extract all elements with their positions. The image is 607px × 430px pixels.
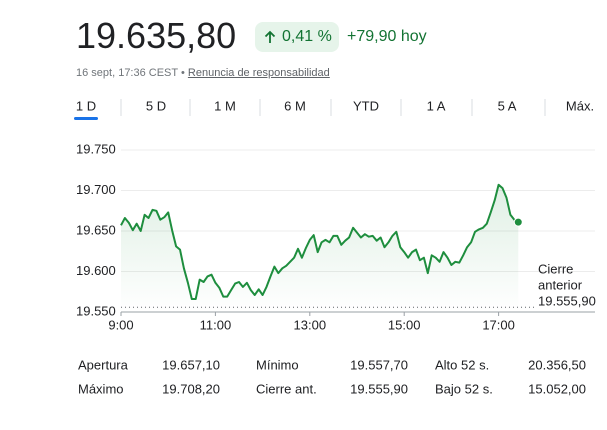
y-tick-label: 19.750 [76, 141, 116, 156]
disclaimer-link[interactable]: Renuncia de responsabilidad [187, 67, 330, 79]
change-badge [255, 22, 339, 52]
tab[interactable]: 1 M [214, 98, 236, 113]
change-percent: 0,41 % [282, 28, 332, 45]
subline: 16 sept, 17:36 CEST • Renuncia de respon… [76, 67, 330, 79]
tab[interactable]: YTD [353, 98, 379, 113]
y-tick-label: 19.550 [76, 303, 116, 318]
stat-value: 19.708,20 [162, 381, 220, 396]
up-arrow-icon [264, 30, 276, 43]
previous-close-value: 19.555,90 [538, 293, 596, 308]
x-tick-label: 13:00 [294, 317, 327, 332]
tab[interactable]: Máx. [566, 98, 594, 113]
tab-underline [74, 117, 98, 120]
stat-value: 19.557,70 [350, 357, 408, 372]
stat-label: Mínimo [256, 357, 299, 372]
y-tick-label: 19.650 [76, 222, 116, 237]
tab[interactable]: 5 D [146, 98, 166, 113]
x-tick-label: 17:00 [482, 317, 515, 332]
timestamp: 16 sept, 17:36 CEST [76, 67, 178, 79]
previous-close-label: Cierre [538, 261, 573, 276]
stat-value: 15.052,00 [528, 381, 586, 396]
price-line [120, 183, 519, 300]
stat-label: Alto 52 s. [435, 357, 489, 372]
stat-value: 20.356,50 [528, 357, 586, 372]
tab[interactable]: 1 D [76, 98, 96, 113]
tab[interactable]: 5 A [498, 98, 517, 113]
y-tick-label: 19.600 [76, 263, 116, 278]
stat-label: Apertura [78, 357, 129, 372]
stat-label: Cierre ant. [256, 381, 317, 396]
separator: • [180, 67, 185, 79]
y-tick-label: 19.700 [76, 182, 116, 197]
previous-close-label: anterior [538, 277, 583, 292]
tab[interactable]: 1 A [427, 98, 446, 113]
x-tick-label: 15:00 [388, 317, 421, 332]
stat-value: 19.657,10 [162, 357, 220, 372]
x-tick-label: 11:00 [200, 317, 232, 332]
tab[interactable]: 6 M [284, 98, 306, 113]
price: 19.635,80 [76, 15, 237, 56]
stat-label: Bajo 52 s. [435, 381, 493, 396]
change-value: +79,90 hoy [347, 28, 427, 45]
x-tick-label: 9:00 [108, 317, 133, 332]
stat-value: 19.555,90 [350, 381, 408, 396]
stat-label: Máximo [78, 381, 124, 396]
last-point [513, 217, 523, 227]
